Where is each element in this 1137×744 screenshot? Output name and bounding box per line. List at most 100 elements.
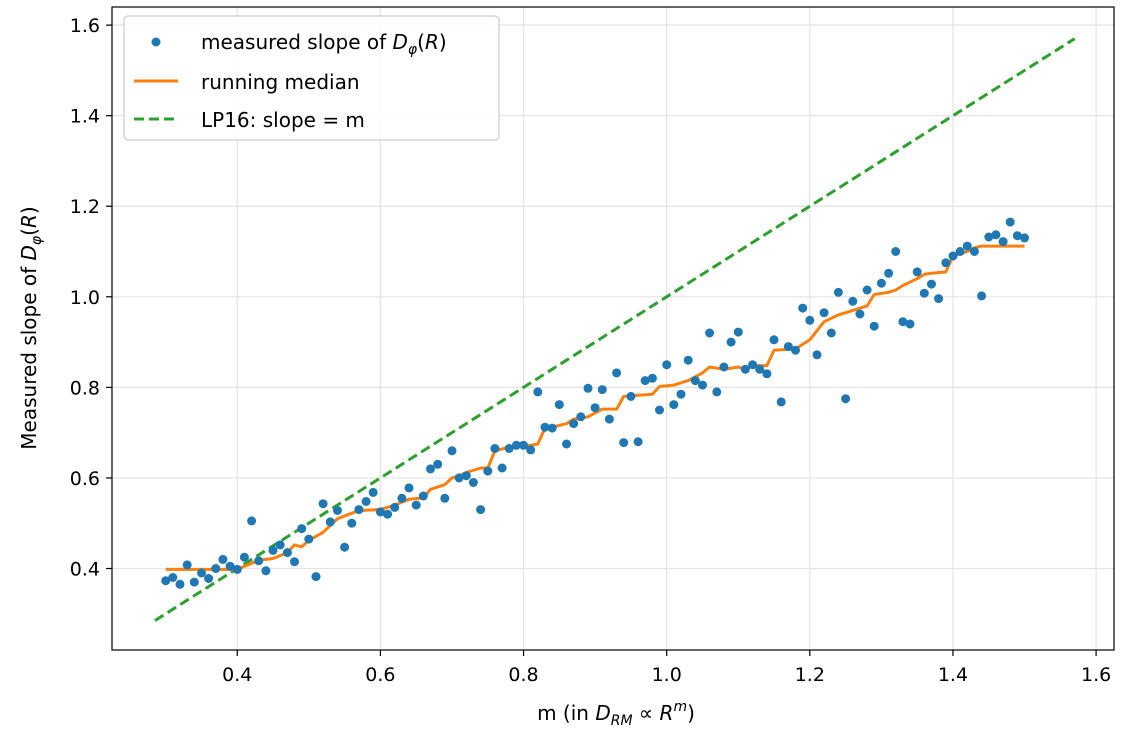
measured-slope-point	[612, 368, 622, 378]
measured-slope-point	[311, 572, 321, 582]
measured-slope-point	[461, 471, 471, 481]
measured-slope-point	[655, 405, 664, 415]
measured-slope-point	[275, 540, 285, 550]
measured-slope-point	[604, 414, 614, 424]
y-tick-label: 0.8	[70, 377, 100, 399]
measured-slope-point	[1012, 231, 1022, 241]
measured-slope-point	[368, 487, 378, 497]
measured-slope-point	[762, 369, 772, 379]
measured-slope-point	[927, 279, 936, 289]
measured-slope-point	[290, 557, 299, 567]
measured-slope-point	[211, 564, 221, 573]
measured-slope-point	[268, 545, 278, 555]
measured-slope-point	[676, 389, 686, 399]
measured-slope-point	[712, 387, 722, 397]
running-median-path	[165, 244, 1025, 571]
measured-slope-point	[426, 464, 435, 474]
measured-slope-point	[869, 321, 879, 331]
measured-slope-point	[619, 438, 629, 448]
measured-slope-point	[454, 473, 464, 483]
measured-slope-point	[805, 315, 815, 325]
y-tick-label: 0.6	[70, 468, 100, 490]
measured-slope-point	[833, 287, 843, 297]
x-axis-label: m (in DRM ∝ Rm)	[537, 699, 695, 729]
lp16-reference-line	[154, 37, 1076, 622]
measured-slope-point	[168, 573, 178, 582]
measured-slope-point	[798, 303, 808, 313]
x-tick-label: 1.2	[795, 664, 825, 686]
measured-slope-point	[254, 556, 264, 566]
x-tick-label: 0.8	[508, 664, 538, 686]
measured-slope-point	[562, 439, 571, 449]
lp16-line-segment	[154, 37, 1076, 622]
measured-slope-point	[919, 288, 929, 298]
measured-slope-point	[504, 444, 514, 453]
legend-label-measured: measured slope of Dφ(R)	[201, 30, 447, 58]
measured-slope-point	[411, 500, 421, 510]
measured-slope-point	[705, 328, 715, 338]
measured-slope-point	[783, 342, 793, 352]
measured-slope-point	[540, 422, 550, 432]
measured-slope-point	[826, 328, 836, 338]
measured-slope-point	[318, 499, 328, 509]
measured-slope-point	[934, 294, 944, 304]
running-median-line	[165, 244, 1025, 571]
measured-slope-point	[690, 376, 700, 386]
measured-slope-point	[325, 517, 335, 527]
measured-slope-point	[848, 296, 858, 306]
measured-slope-points	[161, 217, 1029, 589]
measured-slope-point	[962, 241, 972, 251]
measured-slope-point	[218, 554, 228, 564]
y-tick-label: 1.4	[70, 106, 100, 128]
measured-slope-point	[418, 491, 428, 501]
measured-slope-point	[912, 267, 922, 277]
x-tick-label: 1.6	[1081, 664, 1111, 686]
measured-slope-point	[354, 505, 364, 515]
measured-slope-point	[891, 247, 901, 256]
plot-area-frame	[111, 6, 1115, 651]
measured-slope-point	[626, 391, 636, 401]
measured-slope-point	[433, 459, 443, 469]
measured-slope-point	[282, 548, 292, 558]
measured-slope-point	[204, 574, 214, 583]
measured-slope-point	[239, 552, 249, 562]
measured-slope-point	[375, 507, 385, 517]
y-tick-label: 1.6	[70, 15, 100, 37]
measured-slope-point	[182, 560, 192, 570]
y-axis-label: Measured slope of Dφ(R)	[17, 206, 45, 449]
legend-label-running-median: running median	[201, 70, 360, 94]
measured-slope-point	[189, 577, 199, 587]
x-tick-label: 0.4	[222, 664, 252, 686]
measured-slope-point	[519, 440, 528, 450]
measured-slope-point	[1005, 217, 1015, 227]
measured-slope-point	[161, 576, 171, 586]
measured-slope-point	[304, 534, 314, 544]
measured-slope-point	[719, 362, 729, 372]
x-axis-ticks: 0.4 0.6 0.8 1.0 1.2 1.4 1.6	[222, 650, 1111, 686]
measured-slope-point	[225, 561, 235, 571]
measured-slope-point	[554, 400, 564, 410]
measured-slope-point	[232, 564, 242, 574]
measured-slope-point	[361, 497, 371, 506]
measured-slope-point	[862, 285, 872, 295]
measured-slope-point	[669, 400, 679, 410]
y-tick-label: 1.0	[70, 287, 100, 309]
measured-slope-point	[955, 247, 965, 256]
measured-slope-point	[647, 373, 657, 383]
x-tick-label: 1.4	[938, 664, 968, 686]
measured-slope-point	[776, 397, 786, 407]
measured-slope-point	[397, 493, 407, 503]
measured-slope-point	[197, 568, 206, 578]
measured-slope-point	[698, 380, 707, 390]
measured-slope-point	[748, 360, 758, 370]
measured-slope-point	[876, 278, 886, 288]
measured-slope-point	[969, 247, 979, 256]
measured-slope-point	[941, 258, 951, 268]
measured-slope-point	[755, 364, 765, 374]
measured-slope-point	[576, 412, 586, 422]
measured-slope-point	[590, 403, 600, 413]
measured-slope-point	[497, 463, 507, 473]
measured-slope-point	[483, 466, 493, 476]
measured-slope-point	[247, 516, 257, 526]
y-axis-ticks: 0.4 0.6 0.8 1.0 1.2 1.4 1.6	[70, 15, 112, 580]
